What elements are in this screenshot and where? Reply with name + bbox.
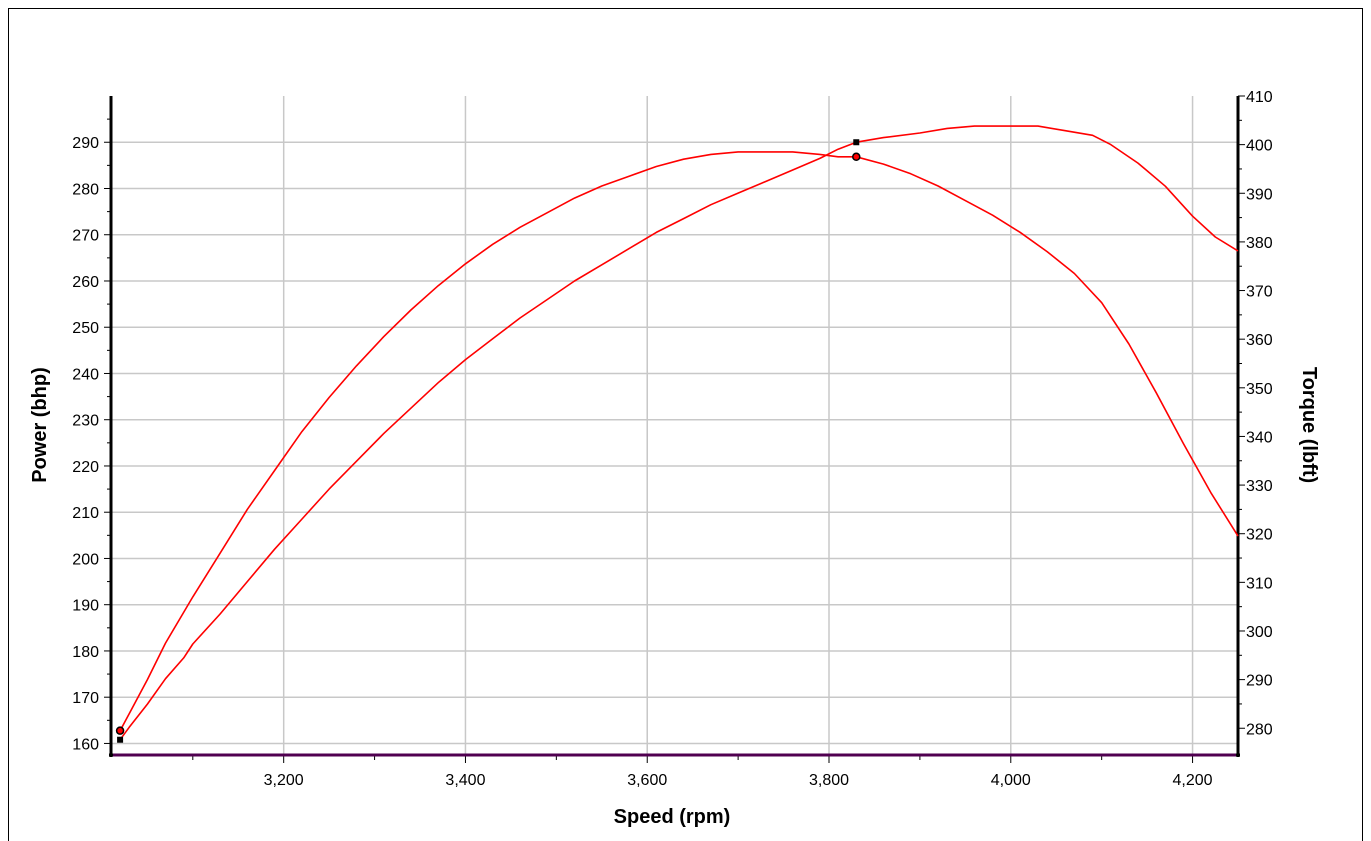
right-tick-label: 350: [1246, 381, 1273, 398]
grid: [111, 96, 1238, 755]
left-tick-label: 230: [72, 413, 99, 430]
power-marker: [117, 736, 124, 743]
torque-line: [119, 151, 1239, 732]
right-tick-label: 410: [1246, 89, 1273, 106]
right-tick-label: 320: [1246, 527, 1273, 544]
x-tick-label: 4,200: [1173, 772, 1213, 789]
left-tick-label: 280: [72, 181, 99, 198]
power-line: [119, 125, 1239, 741]
left-tick-label: 190: [72, 598, 99, 615]
x-tick-label: 3,400: [445, 772, 485, 789]
x-tick-label: 3,200: [264, 772, 304, 789]
left-tick-label: 260: [72, 274, 99, 291]
left-tick-label: 220: [72, 459, 99, 476]
power-marker: [853, 139, 860, 146]
left-tick-label: 210: [72, 505, 99, 522]
left-tick-label: 170: [72, 690, 99, 707]
right-tick-label: 370: [1246, 284, 1273, 301]
x-tick-label: 4,000: [991, 772, 1031, 789]
torque-marker: [852, 152, 861, 162]
right-tick-label: 340: [1246, 429, 1273, 446]
right-tick-label: 300: [1246, 624, 1273, 641]
right-tick-label: 290: [1246, 673, 1273, 690]
markers-group: [115, 139, 861, 743]
x-tick-label: 3,800: [809, 772, 849, 789]
left-tick-label: 250: [72, 320, 99, 337]
left-axis-ticks: 160 170 180 190 200 210 220 230 240 250 260 270 280 2…: [72, 118, 111, 753]
right-tick-label: 330: [1246, 478, 1273, 495]
chart-frame: [8, 8, 1363, 841]
right-axis-title: Torque (lbft): [1298, 367, 1320, 483]
x-axis-title: Speed (rpm): [614, 806, 731, 828]
x-axis-ticks: 3,200 3,400 3,600 3,800 4,000 4,200: [192, 755, 1213, 789]
left-tick-label: 270: [72, 228, 99, 245]
x-tick-label: 3,600: [627, 772, 667, 789]
series-group: [119, 125, 1239, 741]
right-tick-label: 390: [1246, 186, 1273, 203]
right-tick-label: 400: [1246, 138, 1273, 155]
right-tick-label: 310: [1246, 575, 1273, 592]
left-tick-label: 290: [72, 135, 99, 152]
left-tick-label: 160: [72, 736, 99, 753]
left-axis-title: Power (bhp): [29, 367, 51, 483]
left-tick-label: 240: [72, 366, 99, 383]
right-tick-label: 360: [1246, 332, 1273, 349]
left-tick-label: 200: [72, 551, 99, 568]
torque-marker: [115, 726, 125, 735]
right-tick-label: 380: [1246, 235, 1273, 252]
left-tick-label: 180: [72, 644, 99, 661]
right-tick-label: 280: [1246, 721, 1273, 738]
right-axis-ticks: 280 290 300 310 320 330 340 350 360 370 380 390 400 4…: [1238, 89, 1273, 738]
